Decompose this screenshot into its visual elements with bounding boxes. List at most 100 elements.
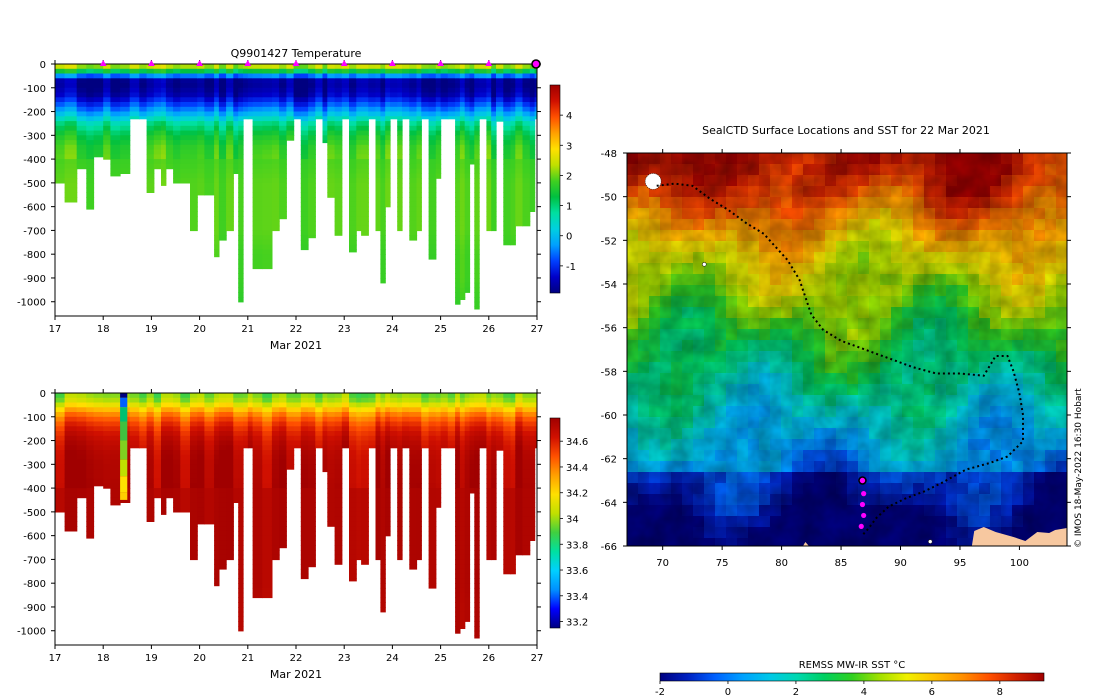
profile-cell [474, 254, 480, 260]
profile-cell [409, 121, 418, 127]
profile-cell [110, 469, 121, 475]
profile-cell [356, 201, 362, 208]
profile-cell [110, 159, 121, 165]
profile-cell [455, 87, 461, 94]
profile-cell [416, 216, 422, 222]
profile-cell [327, 135, 336, 141]
profile-cell [464, 488, 471, 494]
profile-cell [226, 492, 234, 499]
profile-cell [428, 516, 437, 522]
profile-cell [153, 393, 162, 399]
profile-cell [165, 73, 174, 79]
profile-cell [165, 159, 174, 165]
profile-cell [293, 83, 302, 89]
profile-cell [455, 168, 461, 174]
profile-cell [455, 421, 461, 427]
y-tick-label: -200 [23, 108, 46, 119]
profile-cell [334, 421, 343, 427]
profile-cell [459, 445, 466, 451]
profile-cell [226, 402, 234, 408]
profile-cell [334, 450, 343, 456]
profile-cell [218, 478, 227, 484]
profile-cell [218, 73, 227, 79]
profile-cell [120, 97, 131, 103]
profile-cell [153, 92, 162, 98]
profile-cell [271, 402, 280, 408]
profile-cell [469, 68, 475, 75]
profile-cell [464, 149, 471, 155]
profile-cell [93, 450, 104, 456]
profile-cell [428, 511, 437, 518]
profile-cell [226, 182, 234, 189]
profile-cell [341, 116, 350, 120]
profile-cell [534, 83, 537, 89]
profile-cell [459, 431, 466, 437]
profile-cell [190, 412, 198, 418]
profile-cell [428, 111, 437, 117]
profile-cell [334, 535, 343, 541]
profile-cell [469, 431, 475, 437]
profile-cell [349, 578, 357, 582]
profile-cell [469, 116, 475, 122]
profile-cell [315, 97, 324, 103]
profile-cell [252, 516, 263, 522]
profile-cell [464, 602, 471, 608]
profile-cell [515, 421, 524, 427]
profile-cell [515, 478, 524, 484]
profile-cell [455, 497, 461, 503]
profile-cell [515, 402, 524, 408]
profile-cell [153, 97, 162, 103]
profile-cell [440, 412, 449, 418]
profile-cell [341, 412, 350, 418]
profile-cell [271, 140, 280, 146]
x-tick-label: 24 [386, 653, 399, 664]
profile-cell [510, 549, 516, 556]
profile-cell [464, 78, 471, 84]
profile-cell [173, 97, 181, 103]
profile-cell [214, 116, 220, 122]
profile-cell [197, 435, 205, 442]
profile-cell [64, 426, 78, 432]
profile-cell [103, 431, 111, 437]
profile-cell [455, 249, 461, 255]
profile-cell [474, 220, 480, 227]
profile-cell [464, 163, 471, 170]
profile-cell [455, 235, 461, 241]
profile-cell [190, 407, 198, 413]
profile-cell [416, 393, 422, 399]
profile-cell [529, 83, 536, 89]
profile-cell [262, 530, 273, 537]
profile-cell [146, 483, 155, 489]
profile-cell [491, 163, 497, 170]
profile-cell [165, 450, 174, 456]
profile-cell [238, 78, 244, 84]
profile-cell [153, 492, 162, 499]
profile-cell [93, 130, 104, 136]
profile-cell [522, 488, 531, 494]
profile-cell [165, 421, 174, 427]
profile-cell [279, 168, 287, 174]
profile-cell [464, 445, 471, 451]
profile-cell [479, 393, 487, 399]
profile-cell [421, 440, 430, 446]
profile-cell [440, 73, 449, 79]
profile-cell [515, 192, 524, 198]
profile-cell [252, 587, 263, 594]
profile-cell [153, 111, 162, 117]
profile-cell [180, 497, 191, 503]
profile-cell [515, 516, 524, 522]
profile-cell [409, 230, 418, 236]
profile-cell [161, 440, 167, 446]
profile-cell [197, 125, 205, 132]
profile-cell [214, 216, 220, 222]
profile-cell [173, 393, 181, 399]
profile-cell [247, 64, 254, 70]
profile-cell [486, 526, 492, 532]
profile-cell [368, 116, 377, 120]
profile-cell [428, 530, 437, 537]
profile-cell [238, 464, 244, 470]
profile-cell [190, 178, 198, 184]
profile-cell [153, 402, 162, 408]
profile-cell [385, 459, 391, 465]
profile-cell [279, 454, 287, 461]
